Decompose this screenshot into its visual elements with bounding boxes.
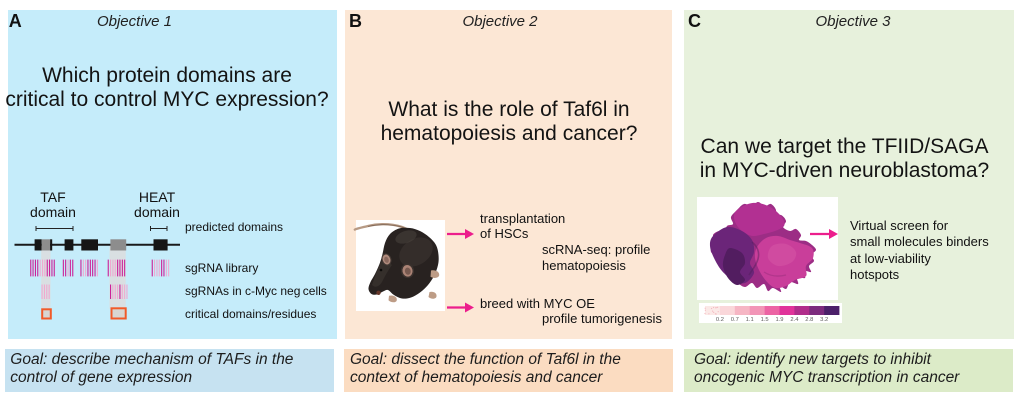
svg-text:0.7: 0.7 [731, 317, 739, 323]
svg-text:2.4: 2.4 [790, 317, 799, 323]
svg-text:1.5: 1.5 [761, 317, 769, 323]
svg-text:1.1: 1.1 [746, 317, 754, 323]
svg-text:2.8: 2.8 [805, 317, 813, 323]
svg-text:1.9: 1.9 [775, 317, 783, 323]
svg-text:3.2: 3.2 [820, 317, 828, 323]
svg-text:0.2: 0.2 [716, 317, 724, 323]
